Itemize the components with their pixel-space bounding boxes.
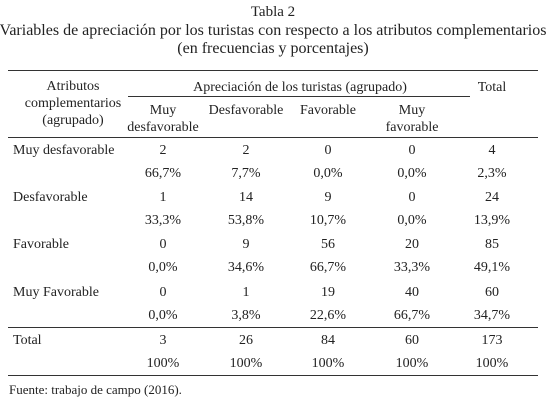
row-label: Muy Favorable bbox=[13, 285, 99, 300]
percent-cell: 7,7% bbox=[231, 166, 261, 181]
column-header: Total bbox=[477, 80, 507, 95]
percent-cell: 13,9% bbox=[473, 213, 511, 228]
percent-cell: 10,7% bbox=[309, 213, 347, 228]
percent-cell: 53,8% bbox=[227, 213, 265, 228]
count-cell: 1 bbox=[159, 190, 167, 205]
bottom-rule bbox=[8, 375, 538, 376]
count-cell: 60 bbox=[485, 285, 499, 300]
percent-cell: 100% bbox=[475, 356, 509, 371]
column-header: Muy desfavorable bbox=[127, 103, 199, 135]
count-cell: 0 bbox=[408, 190, 416, 205]
title: Variables de apreciación por los turista… bbox=[0, 22, 547, 39]
percent-cell: 0,0% bbox=[148, 260, 178, 275]
percent-cell: 100% bbox=[395, 356, 429, 371]
row-label: Total bbox=[13, 333, 42, 348]
count-cell: 0 bbox=[159, 285, 167, 300]
count-cell: 40 bbox=[405, 285, 419, 300]
count-cell: 56 bbox=[321, 237, 335, 252]
count-cell: 0 bbox=[324, 143, 332, 158]
percent-cell: 0,0% bbox=[148, 308, 178, 323]
percent-cell: 22,6% bbox=[309, 308, 347, 323]
row-label: Desfavorable bbox=[13, 190, 88, 205]
count-cell: 2 bbox=[242, 143, 250, 158]
percent-cell: 0,0% bbox=[313, 166, 343, 181]
count-cell: 26 bbox=[239, 333, 253, 348]
count-cell: 14 bbox=[239, 190, 253, 205]
row-header: Atributos complementarios (agrupado) bbox=[24, 79, 122, 128]
count-cell: 9 bbox=[242, 237, 250, 252]
source: Fuente: trabajo de campo (2016). bbox=[9, 382, 182, 397]
percent-cell: 2,3% bbox=[477, 166, 507, 181]
count-cell: 9 bbox=[324, 190, 332, 205]
group-rule bbox=[128, 96, 470, 97]
percent-cell: 34,7% bbox=[473, 308, 511, 323]
percent-cell: 49,1% bbox=[473, 260, 511, 275]
count-cell: 173 bbox=[481, 333, 503, 348]
percent-cell: 0,0% bbox=[397, 166, 427, 181]
count-cell: 85 bbox=[485, 237, 499, 252]
title: (en frecuencias y porcentajes) bbox=[177, 40, 369, 57]
count-cell: 0 bbox=[408, 143, 416, 158]
column-header: Favorable bbox=[300, 103, 356, 118]
count-cell: 1 bbox=[242, 285, 250, 300]
percent-cell: 66,7% bbox=[309, 260, 347, 275]
percent-cell: 100% bbox=[229, 356, 263, 371]
top-rule bbox=[8, 70, 538, 71]
total-rule bbox=[8, 327, 538, 328]
percent-cell: 100% bbox=[311, 356, 345, 371]
percent-cell: 100% bbox=[146, 356, 180, 371]
percent-cell: 33,3% bbox=[393, 260, 431, 275]
count-cell: 2 bbox=[159, 143, 167, 158]
title: Tabla 2 bbox=[250, 4, 296, 20]
percent-cell: 66,7% bbox=[393, 308, 431, 323]
column-header: Muy favorable bbox=[385, 103, 439, 135]
row-label: Muy desfavorable bbox=[13, 143, 115, 158]
percent-cell: 33,3% bbox=[144, 213, 182, 228]
count-cell: 60 bbox=[405, 333, 419, 348]
percent-cell: 0,0% bbox=[397, 213, 427, 228]
group-header: Apreciación de los turistas (agrupado) bbox=[193, 80, 407, 95]
count-cell: 4 bbox=[488, 143, 496, 158]
percent-cell: 34,6% bbox=[227, 260, 265, 275]
count-cell: 84 bbox=[321, 333, 335, 348]
row-label: Favorable bbox=[13, 237, 69, 252]
column-header: Desfavorable bbox=[208, 103, 284, 118]
count-cell: 19 bbox=[321, 285, 335, 300]
header-rule bbox=[8, 137, 538, 138]
count-cell: 20 bbox=[405, 237, 419, 252]
count-cell: 0 bbox=[159, 237, 167, 252]
percent-cell: 66,7% bbox=[144, 166, 182, 181]
count-cell: 3 bbox=[159, 333, 167, 348]
percent-cell: 3,8% bbox=[231, 308, 261, 323]
count-cell: 24 bbox=[485, 190, 499, 205]
